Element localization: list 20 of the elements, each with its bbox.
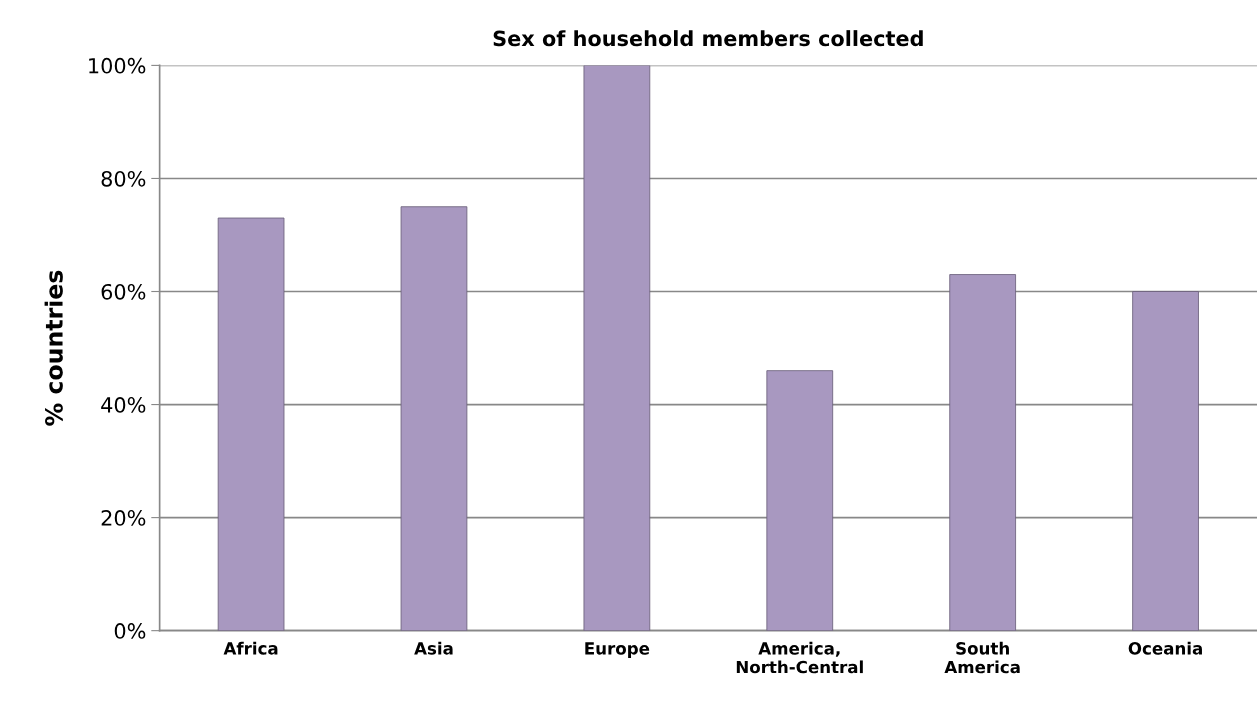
bar — [217, 217, 285, 631]
y-tick-label: 100% — [89, 57, 146, 74]
x-tick-label: Africa — [223, 641, 278, 655]
bar — [400, 206, 468, 631]
y-tick-label: 80% — [101, 170, 146, 187]
y-axis-title: % countries — [44, 270, 63, 426]
y-tick-label: 40% — [101, 397, 146, 413]
y-tick-label: 60% — [101, 283, 146, 300]
x-tick-label: America, North-Central — [736, 641, 863, 674]
x-tick-label: Oceania — [1128, 641, 1202, 655]
bar — [949, 274, 1016, 631]
y-tick-label: 0% — [114, 623, 146, 639]
bar — [583, 65, 651, 631]
x-tick-label: South America — [944, 641, 1020, 674]
x-tick-label: Europe — [585, 642, 650, 658]
x-tick-label: Asia — [414, 641, 453, 655]
bar — [1132, 291, 1199, 631]
bar — [766, 370, 834, 631]
y-tick-label: 20% — [101, 510, 146, 526]
chart-title: Sex of household members collected — [493, 30, 923, 47]
